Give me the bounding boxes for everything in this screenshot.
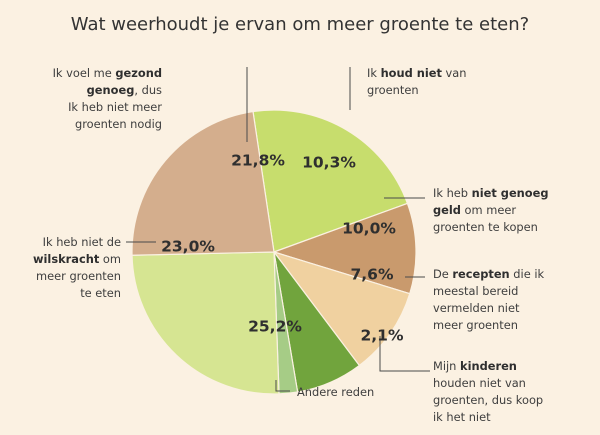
slice-category-label: Ik heb niet genoeg geld om meer groenten t… (433, 186, 549, 234)
slice-percentage: 10,0% (342, 220, 396, 238)
slice-percentage: 2,1% (361, 327, 404, 345)
leader-lines (126, 67, 430, 392)
pie-slice (131, 110, 275, 256)
slice-category-label: Mijn kinderen houden niet van groenten, du… (433, 359, 543, 424)
slice-category-label: Ik houd niet van groenten (367, 66, 467, 97)
pie-slice (272, 202, 417, 295)
slice-percentage: 21,8% (231, 152, 285, 170)
slice-percentage: 23,0% (161, 238, 215, 256)
category-labels: Ik voel me gezond genoeg, dus Ik heb niet … (33, 66, 549, 424)
slice-percentage: 10,3% (302, 154, 356, 172)
pie-slice (131, 251, 280, 395)
chart-title: Wat weerhoudt je ervan om meer groente t… (71, 14, 529, 35)
pie-slice (272, 250, 411, 367)
leader-line (275, 380, 290, 392)
percentage-labels: 21,8% 10,3% 10,0% 7,6% 2,1% 25,2% 23,0% (161, 152, 404, 345)
slice-category-label: Ik heb niet de wilskracht om meer groenten… (33, 235, 121, 300)
slice-percentage: 7,6% (351, 266, 394, 284)
slice-percentage: 25,2% (248, 318, 302, 336)
pie-slices (131, 109, 417, 395)
pie-slice (252, 109, 409, 253)
slice-category-label: Andere reden (297, 385, 374, 399)
slice-category-label: Ik voel me gezond genoeg, dus Ik heb niet … (53, 66, 163, 131)
slice-category-label: De recepten die ik meestal bereid vermelde… (433, 267, 544, 332)
leader-line (379, 336, 430, 372)
